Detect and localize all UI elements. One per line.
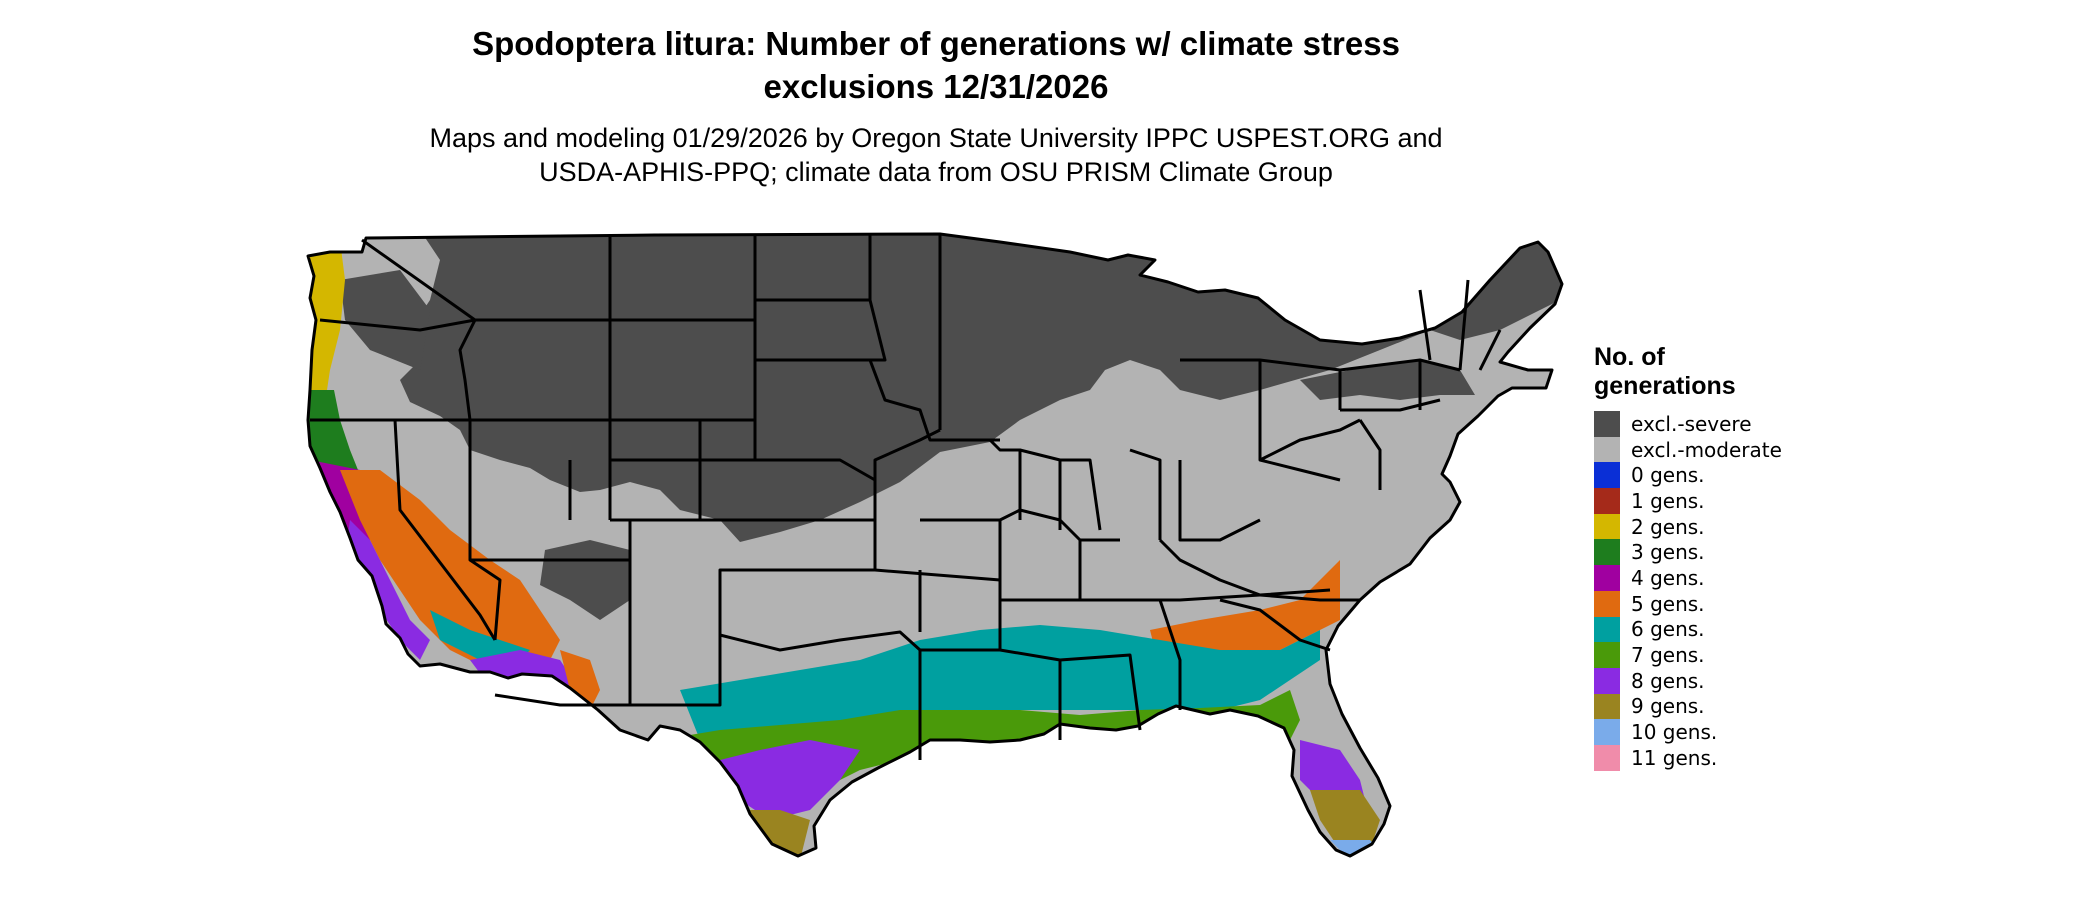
legend-label: 6 gens.: [1631, 617, 1705, 642]
legend-label: 4 gens.: [1631, 565, 1705, 590]
legend-item: 0 gens.: [1594, 462, 1854, 489]
legend-swatch: [1594, 488, 1620, 514]
six-gens-region-ca: [430, 610, 530, 660]
legend-swatch: [1594, 642, 1620, 668]
legend-item: 6 gens.: [1594, 616, 1854, 643]
legend-label: 0 gens.: [1631, 463, 1705, 488]
legend-item: 2 gens.: [1594, 513, 1854, 540]
legend-swatch: [1594, 565, 1620, 591]
five-gens-region-az: [560, 650, 600, 710]
five-gens-region-southeast: [1150, 560, 1340, 670]
legend-title-line-2: generations: [1594, 372, 1736, 400]
legend-swatch: [1594, 590, 1620, 617]
legend-label: excl.-severe: [1631, 411, 1752, 436]
legend-label: 5 gens.: [1631, 591, 1705, 616]
title-line-2: exclusions 12/31/2026: [763, 68, 1109, 105]
eight-gens-region-ca: [346, 520, 430, 660]
excl-severe-region-northeast: [1300, 360, 1475, 400]
legend-item: 4 gens.: [1594, 565, 1854, 591]
legend-label: 11 gens.: [1631, 745, 1718, 770]
legend-label: 3 gens.: [1631, 540, 1705, 565]
ten-gens-region-florida: [1330, 840, 1390, 856]
legend-label: 10 gens.: [1631, 720, 1718, 745]
legend-swatch: [1594, 719, 1620, 745]
legend-title-line-1: No. of: [1594, 343, 1665, 371]
map-title: Spodoptera litura: Number of generations…: [0, 22, 1872, 108]
legend-swatch: [1594, 411, 1620, 437]
legend-label: 7 gens.: [1631, 643, 1705, 668]
legend-item: 5 gens.: [1594, 590, 1854, 617]
excl-severe-region-west: [340, 270, 430, 370]
state-boundaries: [306, 232, 1564, 858]
legend-item: 3 gens.: [1594, 539, 1854, 566]
title-line-1: Spodoptera litura: Number of generations…: [472, 25, 1400, 62]
legend-title: No. of generations: [1594, 343, 1854, 401]
legend-swatch: [1594, 693, 1620, 720]
legend-item: excl.-moderate: [1594, 436, 1854, 463]
legend-swatch: [1594, 744, 1620, 771]
legend-item: 9 gens.: [1594, 693, 1854, 720]
six-gens-region-south: [680, 625, 1320, 750]
map-subtitle: Maps and modeling 01/29/2026 by Oregon S…: [0, 121, 1872, 189]
legend-swatch: [1594, 436, 1620, 463]
legend-swatch: [1594, 616, 1620, 643]
legend-item: 8 gens.: [1594, 667, 1854, 694]
legend-item: excl.-severe: [1594, 411, 1854, 437]
legend-label: 8 gens.: [1631, 668, 1705, 693]
legend-label: 9 gens.: [1631, 694, 1705, 719]
legend-label: 2 gens.: [1631, 514, 1705, 539]
legend: No. of generations excl.-severe excl.-mod…: [1594, 343, 1854, 771]
legend-swatch: [1594, 513, 1620, 540]
legend-swatch: [1594, 667, 1620, 694]
legend-list: excl.-severe excl.-moderate 0 gens. 1 gens.…: [1594, 411, 1854, 771]
eight-gens-region-texas: [720, 740, 860, 820]
legend-item: 1 gens.: [1594, 488, 1854, 514]
legend-swatch: [1594, 539, 1620, 566]
legend-item: 10 gens.: [1594, 719, 1854, 745]
subtitle-line-2: USDA-APHIS-PPQ; climate data from OSU PR…: [539, 157, 1333, 187]
legend-label: 1 gens.: [1631, 488, 1705, 513]
legend-item: 7 gens.: [1594, 642, 1854, 668]
nine-gens-region-texas: [740, 810, 810, 856]
nine-gens-region-florida: [1310, 790, 1380, 850]
us-generations-map: [306, 232, 1564, 858]
legend-item: 11 gens.: [1594, 744, 1854, 771]
five-gens-region-ca: [340, 470, 560, 670]
legend-swatch: [1594, 462, 1620, 489]
subtitle-line-1: Maps and modeling 01/29/2026 by Oregon S…: [429, 123, 1443, 153]
legend-label: excl.-moderate: [1631, 437, 1782, 462]
